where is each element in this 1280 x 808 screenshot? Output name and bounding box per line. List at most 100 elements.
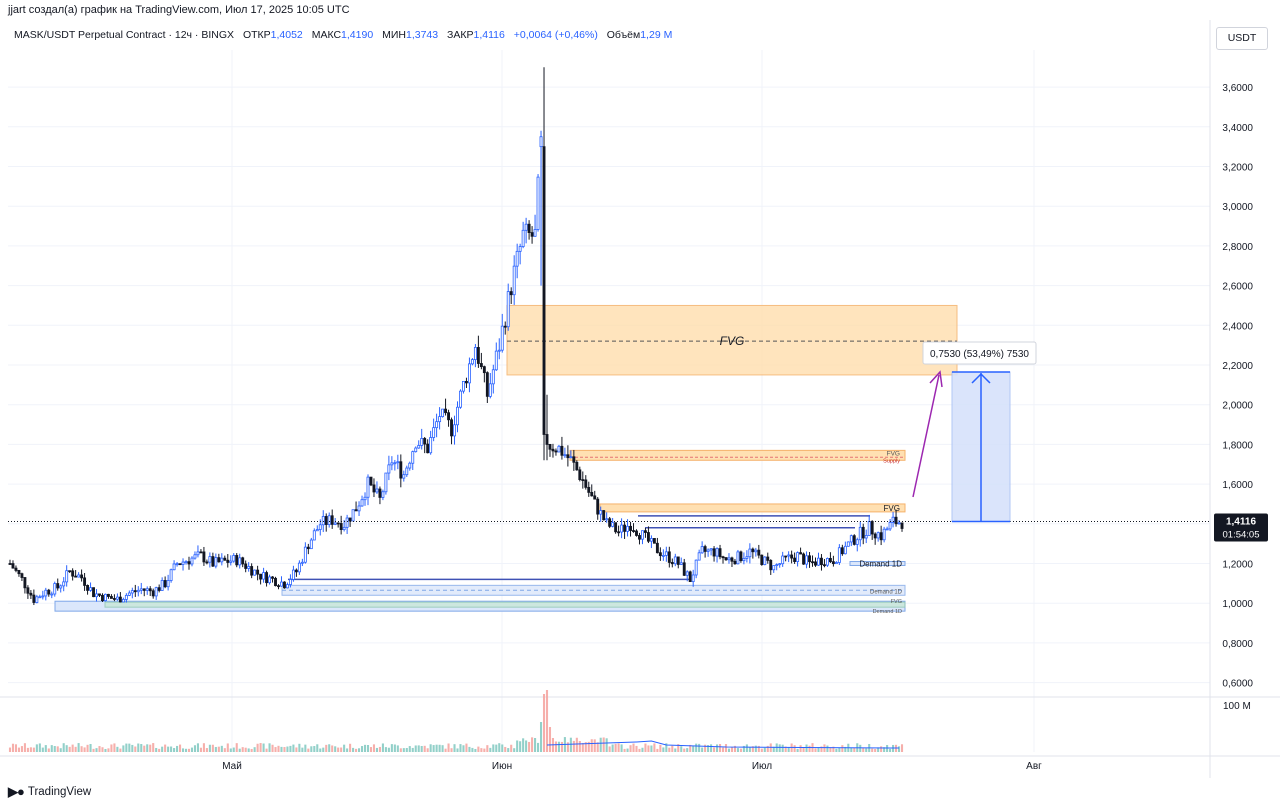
volume-bar bbox=[65, 745, 68, 752]
volume-bar bbox=[211, 744, 214, 752]
candle-body bbox=[130, 590, 134, 594]
volume-bar bbox=[534, 738, 537, 752]
volume-bar bbox=[707, 745, 710, 752]
candle-body bbox=[306, 546, 310, 550]
candle-body bbox=[157, 587, 161, 591]
volume-bar bbox=[307, 748, 310, 752]
candle-body bbox=[703, 546, 707, 552]
volume-bar bbox=[346, 748, 349, 752]
volume-bar bbox=[456, 748, 459, 752]
candle-body bbox=[733, 560, 737, 565]
candle-body bbox=[71, 570, 75, 577]
volume-bar bbox=[289, 745, 292, 752]
volume-bar bbox=[223, 748, 226, 752]
candle-body bbox=[709, 548, 713, 551]
volume-bar bbox=[38, 743, 41, 752]
volume-bar bbox=[724, 744, 728, 752]
candle-body bbox=[426, 443, 430, 454]
candle-body bbox=[745, 556, 749, 559]
candle-body bbox=[799, 552, 803, 555]
volume-bar bbox=[158, 748, 161, 752]
candle-body bbox=[277, 585, 280, 588]
candle-body bbox=[808, 555, 811, 563]
currency-button[interactable]: USDT bbox=[1216, 27, 1268, 50]
candle-body bbox=[26, 587, 30, 594]
volume-bar bbox=[161, 746, 164, 752]
volume-bar bbox=[155, 747, 158, 752]
candle-body bbox=[843, 545, 847, 555]
candle-body bbox=[387, 464, 391, 474]
candle-body bbox=[805, 555, 808, 565]
candle-body bbox=[154, 587, 158, 597]
volume-bar bbox=[617, 743, 620, 752]
volume-bar bbox=[176, 745, 179, 752]
volume-bar bbox=[519, 741, 522, 752]
symbol-name[interactable]: MASK/USDT Perpetual Contract · 12ч · BIN… bbox=[14, 29, 235, 41]
demand-bottom-label: Demand 1D bbox=[873, 609, 902, 615]
candle-body bbox=[614, 522, 618, 533]
candle-body bbox=[897, 522, 901, 525]
volume-bar bbox=[662, 747, 665, 752]
volume-bar bbox=[116, 746, 119, 752]
candle-body bbox=[658, 552, 662, 557]
candle-body bbox=[312, 530, 316, 541]
fvg-zone-main bbox=[506, 304, 958, 376]
candle-body bbox=[83, 577, 87, 586]
volume-bar bbox=[366, 745, 370, 752]
volume-bar bbox=[763, 747, 766, 752]
candle-body bbox=[888, 522, 892, 530]
candle-body bbox=[214, 557, 218, 567]
candle-body bbox=[590, 491, 594, 497]
candle-body bbox=[107, 593, 110, 597]
volume-bar bbox=[557, 741, 560, 752]
volume-bar bbox=[56, 746, 59, 752]
volume-bar bbox=[447, 743, 450, 752]
volume-bar bbox=[414, 745, 417, 752]
candle-body bbox=[837, 547, 841, 563]
candle-body bbox=[136, 589, 140, 593]
volume-bar bbox=[196, 743, 199, 752]
chart-axes: 3,6000 3,4000 3,2000 3,0000 2,8000 2,6000 2,40… bbox=[222, 83, 1268, 772]
volume-bar bbox=[507, 748, 510, 752]
volume-bar bbox=[74, 746, 77, 752]
volume-bar bbox=[486, 745, 489, 752]
volume-bar bbox=[122, 745, 125, 752]
volume-bar bbox=[86, 744, 89, 752]
volume-bar bbox=[268, 743, 271, 752]
candle-body bbox=[98, 593, 101, 596]
volume-bar bbox=[92, 748, 95, 752]
volume-bar bbox=[778, 744, 781, 752]
candle-body bbox=[11, 563, 15, 569]
volume-bar bbox=[611, 744, 614, 752]
volume-bar bbox=[602, 737, 605, 752]
candle-body bbox=[381, 491, 385, 498]
candle-body bbox=[65, 570, 69, 583]
price-tick-label: 2,0000 bbox=[1222, 401, 1253, 412]
volume-bar bbox=[334, 746, 337, 752]
candle-body bbox=[787, 554, 791, 557]
candle-body bbox=[548, 444, 552, 450]
volume-bar bbox=[119, 748, 122, 752]
candle-body bbox=[193, 554, 197, 559]
price-tick-label: 1,8000 bbox=[1222, 440, 1253, 451]
volume-bar bbox=[325, 744, 328, 752]
candle-body bbox=[575, 461, 579, 471]
volume-bar bbox=[698, 743, 701, 752]
volume-bar bbox=[838, 747, 841, 752]
volume-bar bbox=[525, 740, 528, 752]
volume-bar bbox=[214, 746, 217, 752]
candle-body bbox=[363, 496, 367, 501]
volume-bar bbox=[689, 744, 692, 752]
volume-bar bbox=[623, 748, 626, 752]
volume-bar bbox=[704, 744, 707, 752]
volume-bar bbox=[498, 743, 501, 752]
volume-bar bbox=[721, 747, 725, 752]
volume-bar bbox=[152, 743, 155, 752]
candle-body bbox=[444, 408, 448, 414]
volume-bar bbox=[301, 747, 304, 752]
volume-bar bbox=[44, 745, 47, 752]
candle-body bbox=[420, 438, 424, 446]
low-value: 1,3743 bbox=[405, 29, 439, 41]
demand-zone-1d-small bbox=[849, 561, 906, 566]
